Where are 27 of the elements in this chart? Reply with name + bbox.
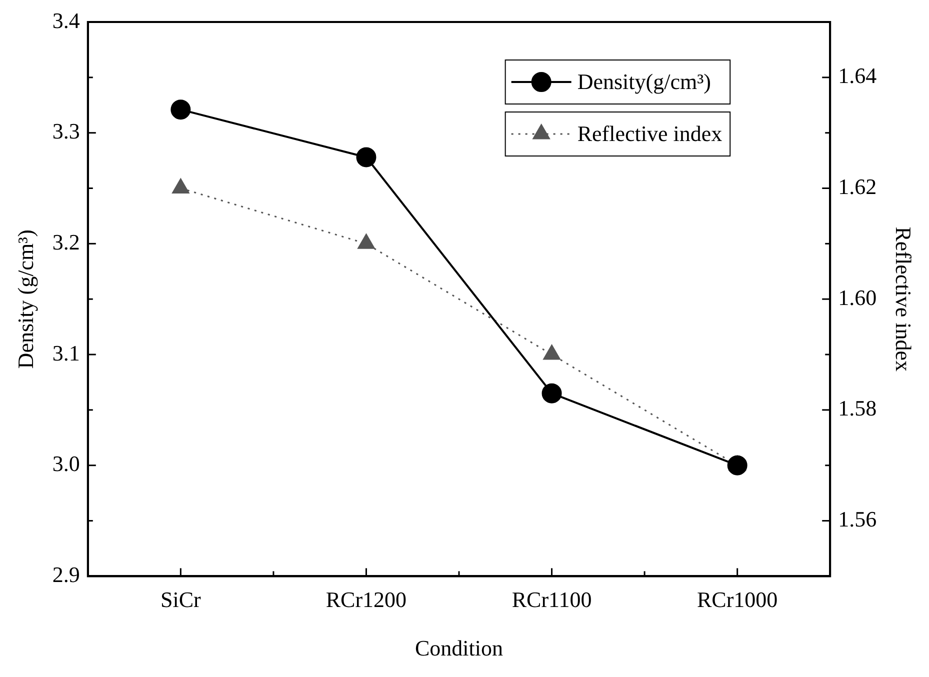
y2-tick-label: 1.62	[838, 174, 877, 200]
point	[358, 234, 375, 249]
point	[727, 455, 748, 476]
point	[543, 344, 560, 360]
y-axis-title: Density (g/cm³)	[12, 230, 38, 369]
y-tick-label: 3.2	[52, 229, 80, 254]
x-tick-label: RCr1200	[326, 587, 407, 612]
point	[170, 100, 191, 120]
point	[356, 147, 376, 168]
x-tick-label: SiCr	[160, 587, 202, 612]
y2-axis-title: Reflective index	[891, 226, 916, 372]
x-tick-label: RCr1000	[696, 587, 778, 612]
point	[172, 178, 190, 194]
y2-tick-label: 1.58	[838, 396, 877, 421]
y2-tick-label: 1.64	[838, 63, 877, 88]
y-tick-label: 3.0	[52, 451, 80, 476]
x-tick-label: RCr1100	[512, 587, 592, 612]
y-tick-label: 3.4	[52, 8, 80, 33]
x-axis-title: Condition	[414, 636, 504, 661]
legend-label: Reflective index	[577, 120, 722, 146]
y2-tick-label: 1.56	[838, 506, 877, 532]
y-tick-label: 3.3	[52, 118, 80, 144]
y2-tick-label: 1.60	[838, 284, 877, 310]
y-tick-label: 3.1	[52, 340, 80, 366]
legend-label: Density(g/cm³)	[577, 68, 712, 94]
y-tick-label: 2.9	[52, 562, 80, 587]
point	[542, 383, 562, 404]
